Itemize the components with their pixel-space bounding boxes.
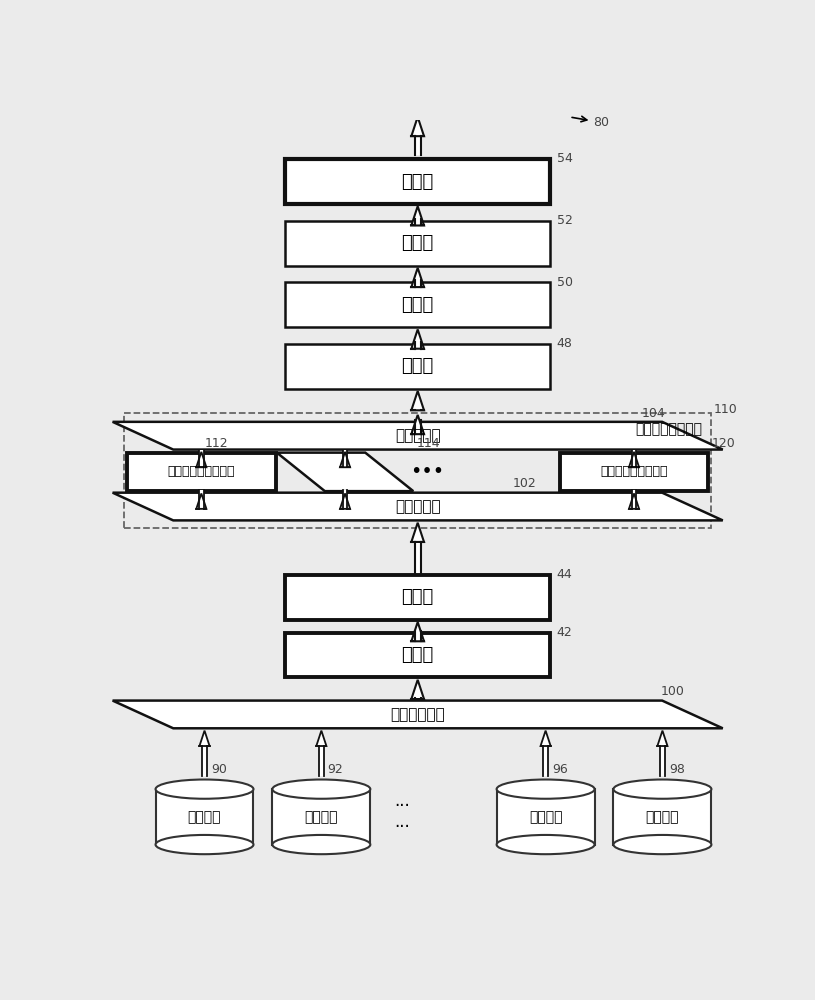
Bar [632, 490, 637, 509]
Text: 80: 80 [593, 116, 610, 129]
Ellipse shape [496, 835, 595, 854]
Text: 98: 98 [669, 763, 685, 776]
Text: ···
···: ··· ··· [394, 797, 410, 836]
Text: 输入层: 输入层 [402, 646, 434, 664]
Text: 120: 120 [711, 437, 735, 450]
Polygon shape [200, 731, 209, 746]
Text: 114: 114 [416, 437, 440, 450]
Text: 隐藏层: 隐藏层 [402, 234, 434, 252]
Bar [285, 221, 550, 266]
Ellipse shape [614, 835, 711, 854]
Bar [544, 746, 548, 776]
Bar [415, 219, 421, 225]
Bar [156, 789, 253, 845]
Bar [285, 282, 550, 327]
Polygon shape [196, 493, 206, 509]
Text: 输出选择部: 输出选择部 [395, 428, 440, 443]
Ellipse shape [272, 835, 370, 854]
Bar [632, 450, 637, 467]
Bar [415, 631, 421, 641]
Bar [199, 490, 204, 509]
Polygon shape [658, 731, 667, 746]
Ellipse shape [614, 780, 711, 799]
Text: 说话人模块切换部: 说话人模块切换部 [635, 422, 702, 436]
Bar [343, 450, 347, 467]
Text: 48: 48 [557, 337, 572, 350]
Text: 声音数据: 声音数据 [305, 810, 338, 824]
Bar [285, 575, 550, 620]
Text: 隐藏层: 隐藏层 [402, 357, 434, 375]
Polygon shape [196, 452, 206, 467]
Polygon shape [112, 422, 723, 450]
Text: 104: 104 [642, 407, 666, 420]
Polygon shape [412, 268, 424, 287]
Bar [319, 746, 324, 776]
Text: 声音数据: 声音数据 [529, 810, 562, 824]
Text: 90: 90 [211, 763, 227, 776]
Text: 102: 102 [513, 477, 536, 490]
Bar [202, 746, 207, 776]
Bar [199, 450, 204, 467]
Text: 96: 96 [552, 763, 568, 776]
Polygon shape [277, 453, 413, 491]
Text: 50: 50 [557, 276, 573, 289]
Text: 声音数据: 声音数据 [645, 810, 679, 824]
Text: 112: 112 [205, 437, 228, 450]
Text: 42: 42 [557, 626, 572, 639]
Bar [415, 420, 421, 434]
Ellipse shape [156, 835, 253, 854]
Polygon shape [412, 622, 424, 641]
Bar [285, 344, 550, 389]
Bar [415, 136, 421, 155]
Polygon shape [412, 415, 424, 434]
Text: 说话人选择部: 说话人选择部 [390, 707, 445, 722]
Polygon shape [112, 493, 723, 520]
Polygon shape [412, 329, 424, 349]
Polygon shape [412, 523, 424, 542]
Bar [614, 789, 711, 845]
Text: 按说话人区分的模块: 按说话人区分的模块 [601, 465, 667, 478]
Polygon shape [629, 452, 639, 467]
Text: 按说话人区分的模块: 按说话人区分的模块 [168, 465, 235, 478]
Bar [415, 342, 421, 349]
Bar [343, 490, 347, 509]
Bar [285, 633, 550, 677]
Text: •••: ••• [410, 462, 444, 481]
Ellipse shape [272, 780, 370, 799]
Text: 隐藏层: 隐藏层 [402, 296, 434, 314]
Polygon shape [412, 117, 424, 136]
Text: 92: 92 [328, 763, 343, 776]
Text: 44: 44 [557, 568, 572, 581]
Text: 声音数据: 声音数据 [187, 810, 221, 824]
Bar [660, 746, 665, 776]
Text: 100: 100 [661, 685, 685, 698]
Polygon shape [629, 493, 639, 509]
Text: 52: 52 [557, 214, 572, 227]
Polygon shape [540, 731, 551, 746]
Bar [272, 789, 370, 845]
Bar [124, 413, 711, 528]
Polygon shape [412, 391, 424, 410]
Text: 110: 110 [713, 403, 737, 416]
Bar [415, 542, 421, 573]
Ellipse shape [156, 780, 253, 799]
Text: 54: 54 [557, 152, 572, 165]
Bar [415, 280, 421, 287]
Polygon shape [340, 452, 350, 467]
Polygon shape [412, 206, 424, 225]
Bar [496, 789, 595, 845]
Polygon shape [316, 731, 327, 746]
Bar [285, 159, 550, 204]
Bar [560, 453, 708, 491]
Text: 隐藏层: 隐藏层 [402, 588, 434, 606]
Polygon shape [412, 680, 424, 699]
Ellipse shape [496, 780, 595, 799]
Polygon shape [112, 701, 723, 728]
Text: 输入选择部: 输入选择部 [395, 499, 440, 514]
Bar [127, 453, 275, 491]
Polygon shape [340, 493, 350, 509]
Text: 输出层: 输出层 [402, 173, 434, 191]
